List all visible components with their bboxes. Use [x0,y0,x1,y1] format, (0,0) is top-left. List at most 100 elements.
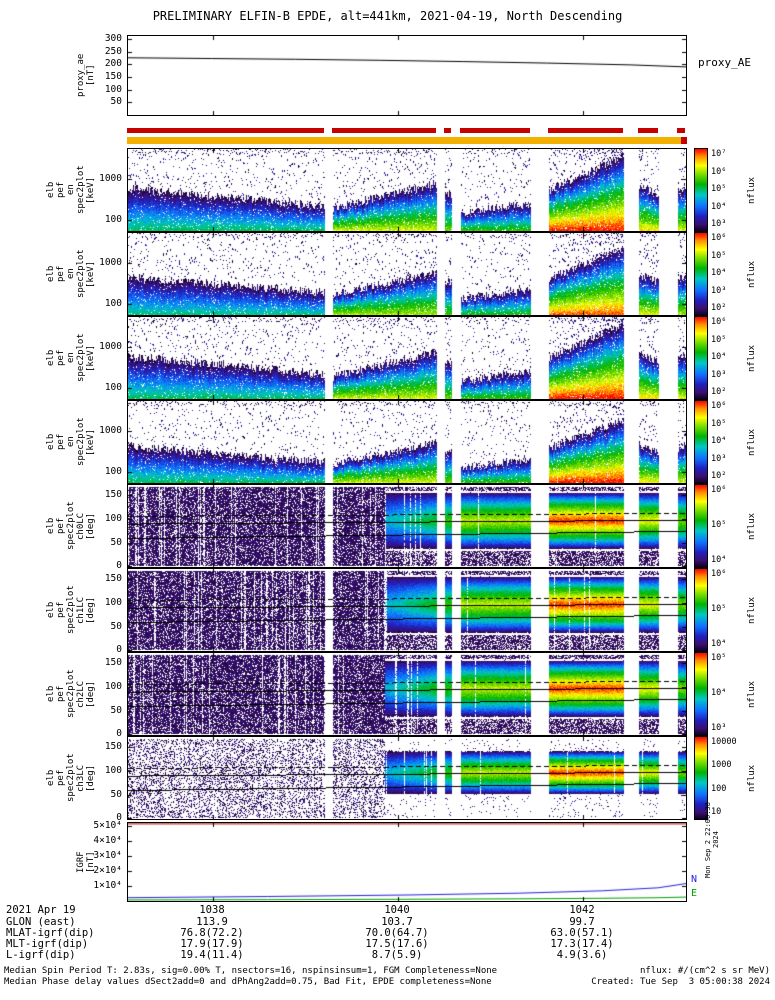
igrf-ytick: 4×10⁴ [93,835,122,846]
y-tick: 0 [116,812,122,823]
spectrogram-panel-en0 [127,148,687,232]
spectrogram-panel-ch3 [127,736,687,820]
colorbar-gradient [695,653,707,735]
igrf-ytick: 5×10⁴ [93,820,122,831]
colorbar-tick: 10⁵ [711,520,727,530]
spectrogram-panel-en1 [127,232,687,316]
y-tick: 1000 [99,341,122,352]
spectrogram-canvas-en3 [128,401,686,483]
colorbar-label-en1: nflux [747,260,757,288]
colorbar-tick: 10³ [711,219,727,229]
footer-line-2: Median Phase delay values dSect2add=0 an… [4,977,492,987]
colorbar-en2 [694,316,708,400]
y-tick: 150 [104,489,122,500]
colorbar-tick: 10⁵ [711,335,727,345]
y-tick: 1000 [99,425,122,436]
availability-segment [638,128,658,133]
row-value: 17.3(17.4) [550,938,614,950]
table-row-lshell: L-igrf(dip) 19.4(11.4) 8.7(5.9) 4.9(3.6) [0,950,775,961]
y-tick: 50 [110,621,122,632]
row-label: MLT-igrf(dip) [6,938,89,950]
proxy-ytick: 200 [104,58,122,69]
y-tick: 150 [104,657,122,668]
igrf-series-label-e: E [691,888,698,899]
plot-title: PRELIMINARY ELFIN-B EPDE, alt=441km, 202… [152,9,623,23]
y-tick: 100 [104,382,122,393]
colorbar-tick: 10³ [711,286,727,296]
colorbar-tick: 100 [711,784,727,794]
row-value: 4.9(3.6) [556,949,608,961]
colorbar-gradient [695,569,707,651]
colorbar-tick: 10⁴ [711,688,727,698]
y-tick: 100 [104,214,122,225]
colorbar-tick: 1000 [711,760,732,770]
y-tick: 50 [110,789,122,800]
availability-segment [460,128,530,133]
proxy-ae-panel [127,35,687,116]
spectrogram-canvas-en0 [128,149,686,231]
colorbar-ch3 [694,736,708,820]
colorbar-label-ch2: nflux [747,680,757,708]
availability-segment [444,128,451,133]
proxy-ytick: 100 [104,84,122,95]
colorbar-en3 [694,400,708,484]
igrf-ytick: 1×10⁴ [93,880,122,891]
time-tick: 1040 [384,904,410,916]
colorbar-tick: 10⁶ [711,401,727,411]
y-tick: 150 [104,741,122,752]
status-bar-red-cap [681,137,687,144]
y-tick: 50 [110,705,122,716]
colorbar-tick: 10000 [711,737,737,747]
y-tick: 100 [104,298,122,309]
availability-segment [677,128,685,133]
date-label: 2021 Apr 19 [6,904,76,916]
colorbar-tick: 10⁶ [711,485,727,495]
row-value: 99.7 [569,916,595,928]
colorbar-tick: 10⁴ [711,202,727,212]
y-tick: 50 [110,537,122,548]
spectrogram-canvas-en2 [128,317,686,399]
y-tick: 0 [116,728,122,739]
status-bar-yellow [127,137,687,144]
colorbar-tick: 10⁶ [711,317,727,327]
colorbar-tick: 10⁴ [711,436,727,446]
proxy-ae-canvas [128,36,686,115]
row-value: 113.9 [196,916,228,928]
colorbar-tick: 10⁵ [711,604,727,614]
spectrogram-canvas-ch0 [128,485,686,567]
proxy-ytick: 150 [104,71,122,82]
availability-bar [127,128,687,133]
row-value: 17.9(17.9) [180,938,244,950]
colorbar-tick: 10⁵ [711,653,727,663]
colorbar-gradient [695,485,707,567]
y-tick: 1000 [99,257,122,268]
spectrogram-panel-ch1 [127,568,687,652]
time-tick: 1042 [569,904,595,916]
footer-units: nflux: #/(cm^2 s sr MeV) [639,966,770,976]
igrf-canvas [128,823,686,901]
spectrogram-panel-ch0 [127,484,687,568]
row-value: 17.5(17.6) [365,938,429,950]
proxy-ytick: 250 [104,46,122,57]
colorbar-gradient [695,401,707,483]
colorbar-gradient [695,317,707,399]
y-tick: 100 [104,513,122,524]
spectrogram-canvas-ch3 [128,737,686,819]
igrf-ytick: 2×10⁴ [93,865,122,876]
row-value: 19.4(11.4) [180,949,244,961]
colorbar-tick: 10⁴ [711,555,727,565]
y-tick: 150 [104,573,122,584]
row-value: 8.7(5.9) [371,949,423,961]
time-tick: 1038 [199,904,225,916]
availability-segment [127,128,324,133]
colorbar-label-ch3: nflux [747,764,757,792]
colorbar-ch0 [694,484,708,568]
side-timestamp: Mon Sep 2 22:00:38 2024 [704,802,720,878]
row-label: MLAT-igrf(dip) [6,927,95,939]
spectrogram-canvas-ch2 [128,653,686,735]
colorbar-tick: 10³ [711,723,727,733]
colorbar-tick: 10⁴ [711,639,727,649]
availability-segment [548,128,623,133]
spectrogram-panel-en2 [127,316,687,400]
colorbar-tick: 10⁵ [711,419,727,429]
